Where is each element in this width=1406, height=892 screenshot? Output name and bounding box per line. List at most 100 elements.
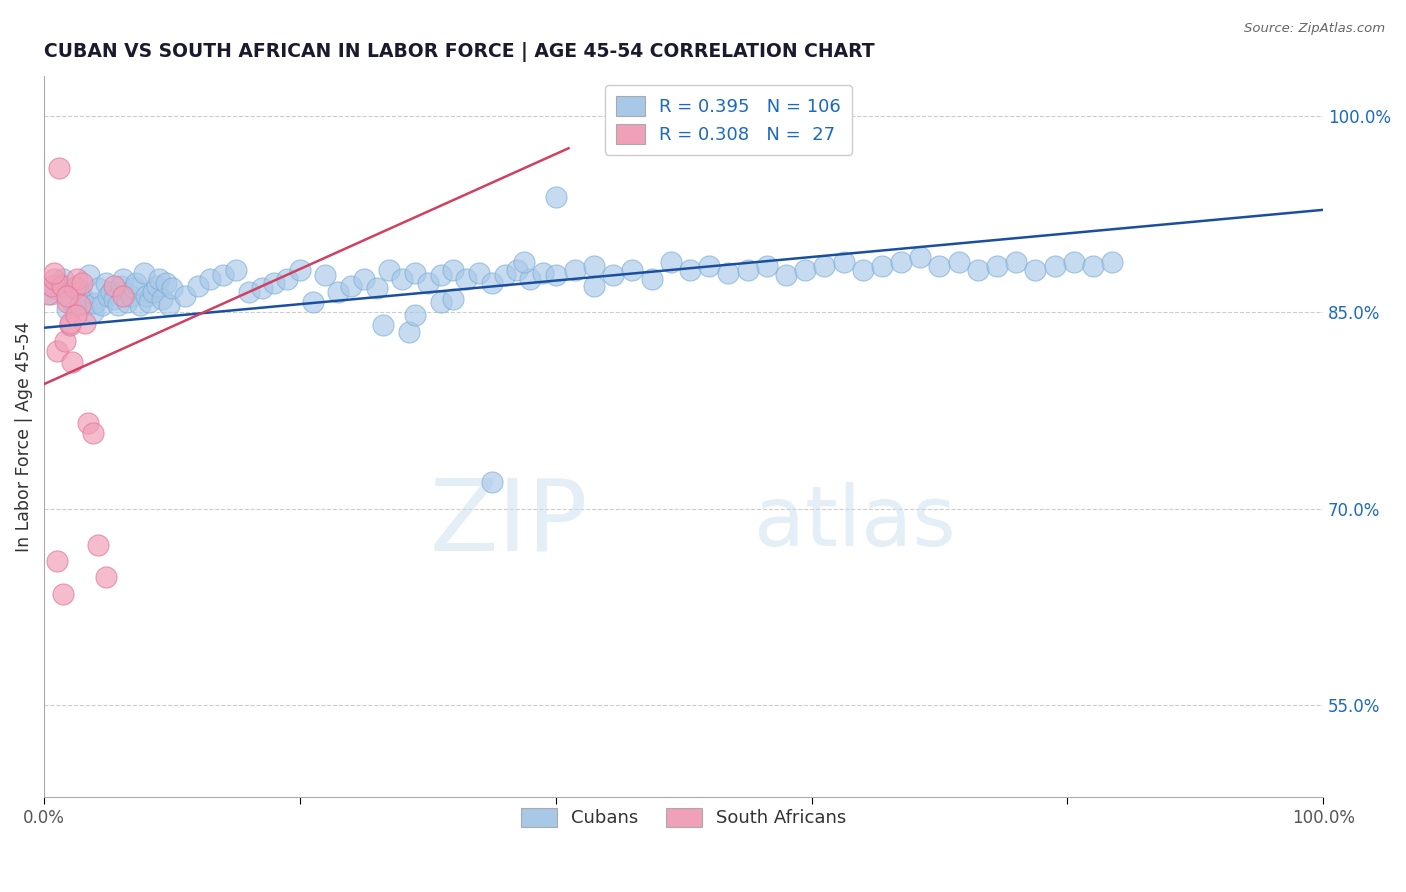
Point	[353, 272, 375, 286]
Point	[77, 268, 100, 283]
Point	[100, 285, 122, 300]
Text: Source: ZipAtlas.com: Source: ZipAtlas.com	[1244, 22, 1385, 36]
Point	[160, 281, 183, 295]
Point	[48, 161, 70, 175]
Point	[398, 325, 420, 339]
Point	[37, 286, 59, 301]
Point	[315, 268, 337, 283]
Point	[148, 272, 170, 286]
Text: atlas: atlas	[754, 483, 956, 564]
Point	[200, 272, 222, 286]
Point	[544, 190, 567, 204]
Point	[65, 308, 87, 322]
Point	[481, 475, 503, 490]
Point	[73, 298, 96, 312]
Point	[44, 272, 66, 286]
Point	[48, 276, 70, 290]
Point	[890, 255, 912, 269]
Point	[870, 259, 893, 273]
Point	[65, 278, 87, 293]
Point	[910, 250, 932, 264]
Point	[142, 285, 165, 300]
Point	[56, 289, 79, 303]
Point	[60, 294, 83, 309]
Point	[659, 255, 682, 269]
Point	[45, 554, 67, 568]
Point	[159, 298, 181, 312]
Point	[737, 263, 759, 277]
Point	[583, 259, 606, 273]
Point	[340, 278, 363, 293]
Point	[544, 268, 567, 283]
Point	[468, 266, 491, 280]
Point	[506, 263, 529, 277]
Point	[519, 272, 541, 286]
Point	[794, 263, 817, 277]
Point	[371, 318, 394, 332]
Point	[39, 286, 62, 301]
Point	[755, 259, 778, 273]
Point	[832, 255, 855, 269]
Point	[69, 285, 91, 300]
Point	[301, 294, 323, 309]
Point	[1063, 255, 1085, 269]
Point	[378, 263, 401, 277]
Point	[59, 292, 82, 306]
Text: CUBAN VS SOUTH AFRICAN IN LABOR FORCE | AGE 45-54 CORRELATION CHART: CUBAN VS SOUTH AFRICAN IN LABOR FORCE | …	[44, 42, 875, 62]
Point	[45, 344, 67, 359]
Point	[107, 298, 129, 312]
Point	[138, 294, 160, 309]
Point	[82, 425, 104, 440]
Point	[66, 272, 89, 286]
Point	[59, 316, 82, 330]
Text: ZIP: ZIP	[429, 475, 588, 572]
Point	[63, 281, 86, 295]
Point	[125, 276, 148, 290]
Point	[187, 278, 209, 293]
Point	[928, 259, 950, 273]
Point	[72, 289, 94, 303]
Point	[852, 263, 875, 277]
Point	[564, 263, 586, 277]
Point	[76, 417, 98, 431]
Point	[72, 276, 94, 290]
Point	[150, 292, 173, 306]
Point	[288, 263, 311, 277]
Point	[122, 281, 145, 295]
Point	[640, 272, 662, 286]
Point	[481, 276, 503, 290]
Point	[90, 298, 112, 312]
Point	[1005, 255, 1028, 269]
Point	[276, 272, 298, 286]
Point	[679, 263, 702, 277]
Point	[391, 272, 413, 286]
Point	[87, 281, 110, 295]
Point	[173, 289, 195, 303]
Point	[135, 289, 157, 303]
Point	[94, 570, 117, 584]
Point	[948, 255, 970, 269]
Point	[212, 268, 235, 283]
Point	[112, 289, 135, 303]
Point	[429, 268, 451, 283]
Point	[120, 289, 142, 303]
Point	[583, 278, 606, 293]
Y-axis label: In Labor Force | Age 45-54: In Labor Force | Age 45-54	[15, 321, 32, 552]
Point	[602, 268, 624, 283]
Point	[56, 302, 79, 317]
Point	[225, 263, 247, 277]
Point	[56, 294, 79, 309]
Point	[328, 285, 350, 300]
Point	[60, 355, 83, 369]
Point	[1081, 259, 1104, 273]
Point	[87, 538, 110, 552]
Point	[441, 292, 464, 306]
Point	[1043, 259, 1066, 273]
Point	[52, 587, 75, 601]
Point	[494, 268, 516, 283]
Legend: Cubans, South Africans: Cubans, South Africans	[513, 801, 853, 835]
Point	[250, 281, 273, 295]
Point	[94, 276, 117, 290]
Point	[59, 318, 82, 332]
Point	[110, 278, 132, 293]
